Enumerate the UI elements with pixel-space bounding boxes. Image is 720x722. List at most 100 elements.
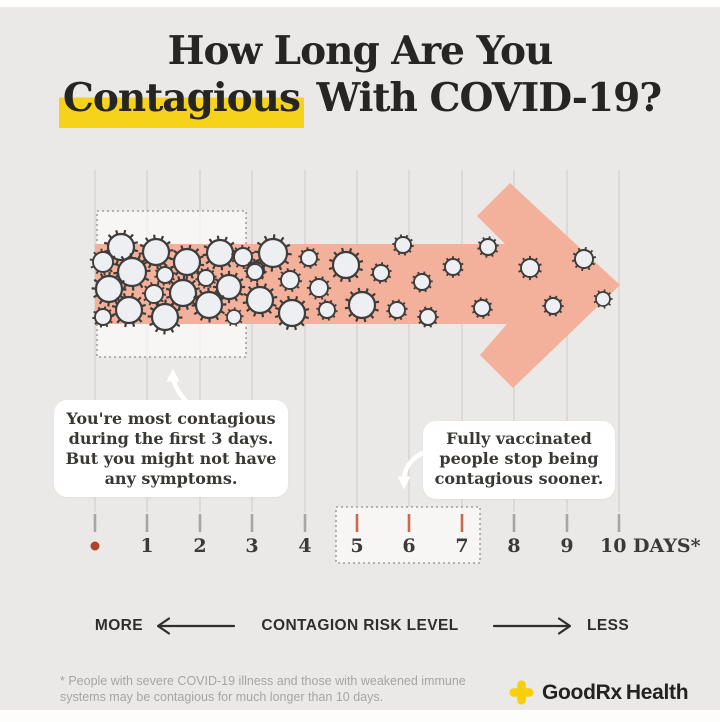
virus-particle-icon: [574, 249, 594, 269]
day-label: 6: [402, 535, 416, 557]
footnote-line-2: systems may be contagious for much longe…: [60, 690, 384, 704]
virus-particle-icon: [571, 246, 597, 272]
virus-particle-icon: [242, 282, 278, 318]
virus-particle-icon: [298, 247, 320, 269]
virus-particle-icon: [224, 307, 244, 327]
virus-particle-icon: [244, 261, 266, 283]
day-label: 4: [298, 535, 312, 557]
virus-particle-icon: [150, 302, 180, 332]
virus-particle-icon: [111, 292, 147, 328]
day-label: 3: [245, 535, 259, 557]
virus-particle-icon: [309, 278, 329, 298]
virus-particle-icon: [344, 287, 380, 323]
day-label: 5: [350, 535, 364, 557]
virus-particle-icon: [197, 269, 215, 287]
virus-particle-icon: [479, 238, 497, 256]
title-line-2-rest: With COVID-19?: [303, 75, 663, 121]
virus-particle-icon: [386, 299, 408, 321]
callout-first-3-days: You're most contagious during the first …: [54, 400, 288, 497]
virus-particle-icon: [544, 297, 562, 315]
title-line-1: How Long Are You: [167, 28, 554, 74]
day-label: 2: [193, 535, 207, 557]
virus-particle-icon: [205, 238, 235, 268]
virus-particle-icon: [168, 278, 198, 308]
virus-particle-icon: [245, 285, 275, 315]
virus-particle-icon: [195, 267, 217, 289]
virus-particle-icon: [156, 266, 174, 284]
footnote-line-1: * People with severe COVID-19 illness an…: [60, 674, 466, 688]
callout-arrow-up-icon: [166, 368, 189, 404]
virus-particle-icon: [316, 299, 338, 321]
virus-particle-icon: [226, 309, 242, 325]
goodrx-health-logo: GoodRx Health: [509, 680, 689, 705]
virus-particle-icon: [94, 274, 124, 304]
top-margin: [0, 0, 720, 7]
virus-particle-icon: [372, 264, 390, 282]
logo-rx: Rx: [595, 680, 623, 704]
risk-level-row: MORE CONTAGION RISK LEVEL LESS: [0, 616, 720, 638]
logo-good: Good: [542, 680, 596, 704]
virus-particle-icon: [444, 258, 462, 276]
virus-particle-icon: [141, 282, 167, 306]
goodrx-cross-icon: [509, 680, 534, 705]
virus-particle-icon: [106, 232, 136, 262]
virus-particle-icon: [277, 298, 307, 328]
virus-particle-icon: [388, 301, 406, 319]
callout-line: You're most contagious: [66, 409, 276, 428]
virus-particle-icon: [114, 295, 144, 325]
day-label: 8: [507, 535, 521, 557]
risk-center-label: CONTAGION RISK LEVEL: [261, 617, 459, 634]
risk-arrow-left-icon: [156, 617, 236, 635]
virus-particle-icon: [141, 237, 171, 267]
virus-particle-icon: [191, 287, 227, 323]
callout-line: contagious sooner.: [434, 469, 604, 488]
virus-particle-icon: [471, 297, 493, 319]
day-label: 10 DAYS*: [600, 535, 701, 557]
virus-particle-icon: [477, 236, 499, 258]
virus-particle-icon: [306, 276, 332, 300]
virus-particle-icon: [394, 236, 412, 254]
virus-particle-icon: [318, 301, 336, 319]
callout-line: people stop being: [439, 449, 599, 468]
virus-particle-icon: [116, 256, 148, 288]
virus-particle-icon: [419, 308, 437, 326]
virus-particle-icon: [280, 270, 300, 290]
virus-particle-icon: [593, 289, 613, 309]
logo-wordmark: GoodRx Health: [542, 680, 689, 705]
virus-particle-icon: [392, 234, 414, 256]
virus-particle-icon: [257, 237, 289, 269]
callout-line: any symptoms.: [104, 469, 238, 488]
day-label: 7: [455, 535, 469, 557]
virus-particle-icon: [442, 256, 464, 278]
risk-arrow-right-icon: [492, 617, 572, 635]
day-label: 1: [140, 535, 154, 557]
virus-particle-icon: [274, 295, 310, 331]
virus-particle-icon: [94, 308, 112, 326]
virus-particle-icon: [92, 251, 114, 273]
virus-particle-icon: [91, 271, 127, 307]
virus-particle-icon: [147, 299, 183, 335]
virus-particle-icon: [92, 306, 114, 328]
virus-particle-icon: [233, 247, 253, 267]
risk-less-label: LESS: [587, 617, 630, 634]
virus-particle-icon: [328, 247, 364, 283]
virus-particle-icon: [417, 306, 439, 328]
virus-particle-icon: [154, 264, 176, 286]
callout-line: But you might not have: [65, 449, 277, 468]
page-title: How Long Are You Contagious With COVID-1…: [0, 28, 720, 128]
virus-particle-icon: [277, 268, 303, 292]
virus-particle-icon: [595, 291, 611, 307]
virus-particle-icon: [194, 290, 224, 320]
virus-particle-icon: [215, 273, 243, 301]
footnote: * People with severe COVID-19 illness an…: [60, 673, 480, 705]
title-highlight: Contagious: [58, 75, 304, 128]
callout-vaccinated: Fully vaccinated people stop being conta…: [423, 421, 615, 499]
virus-particle-icon: [347, 290, 377, 320]
virus-particle-icon: [144, 284, 164, 304]
virus-particle-icon: [246, 263, 264, 281]
callout-line: Fully vaccinated: [446, 429, 592, 448]
virus-particle-icon: [138, 234, 174, 270]
virus-particle-icon: [411, 271, 433, 293]
